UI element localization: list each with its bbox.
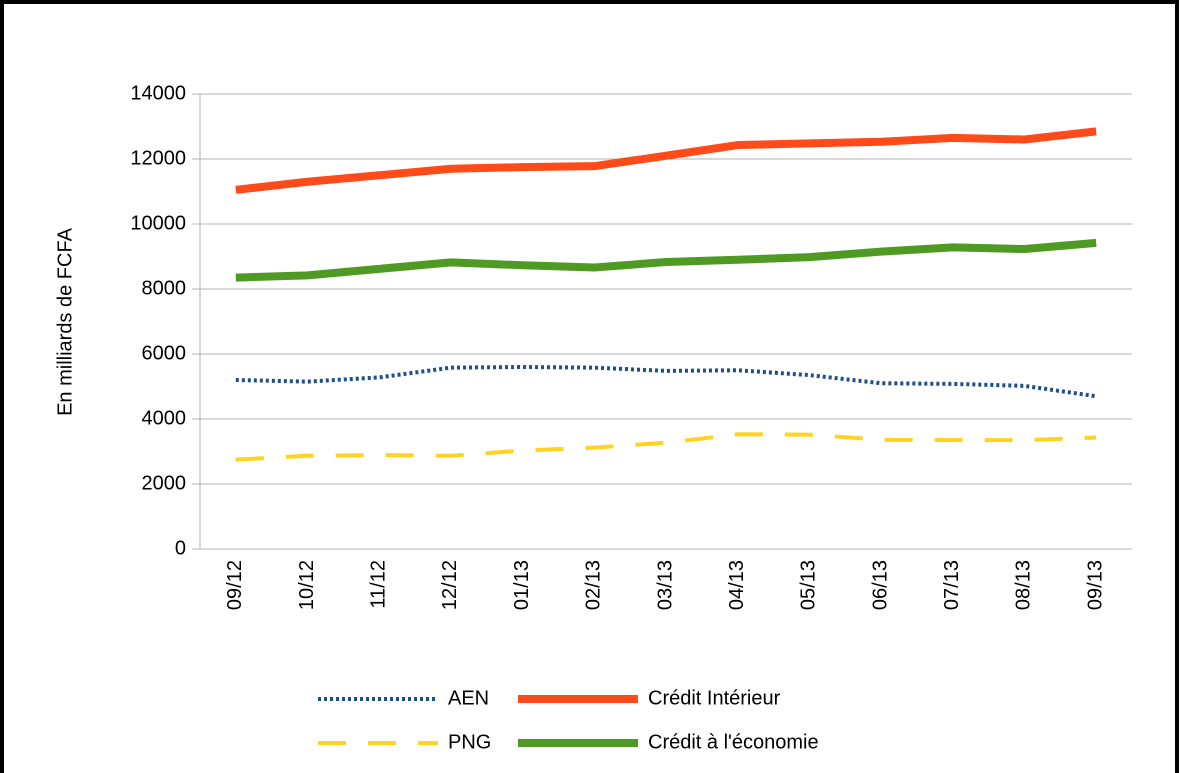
x-tick-label: 09/13 [1084,560,1106,610]
x-tick-label: 06/13 [869,560,891,610]
legend-label: Crédit Intérieur [648,687,781,709]
y-tick-label: 10000 [130,212,186,234]
legend-label: PNG [448,731,491,753]
x-tick-label: 02/13 [583,560,605,610]
legend-label: Crédit à l'économie [648,731,819,753]
x-tick-label: 03/13 [654,560,676,610]
y-axis-label: En milliards de FCFA [54,227,76,415]
x-tick-label: 01/13 [511,560,533,610]
legend-label: AEN [448,687,489,709]
x-tick-label: 11/12 [368,560,390,609]
y-tick-label: 0 [175,537,186,559]
x-tick-label: 08/13 [1013,560,1035,610]
series-line [235,127,1097,194]
series-line [235,432,1097,462]
y-tick-label: 2000 [142,472,187,494]
series-line [235,238,1097,282]
y-tick-label: 8000 [142,277,187,299]
y-tick-label: 6000 [142,342,187,364]
x-tick-label: 04/13 [726,560,748,610]
x-tick-label: 05/13 [798,560,820,610]
y-tick-label: 12000 [130,147,186,169]
x-tick-label: 10/12 [296,560,318,610]
x-tick-label: 07/13 [941,560,963,610]
x-tick-label: 12/12 [439,560,461,610]
y-tick-label: 14000 [130,82,186,104]
x-tick-label: 09/12 [224,560,246,610]
y-tick-label: 4000 [142,407,187,429]
